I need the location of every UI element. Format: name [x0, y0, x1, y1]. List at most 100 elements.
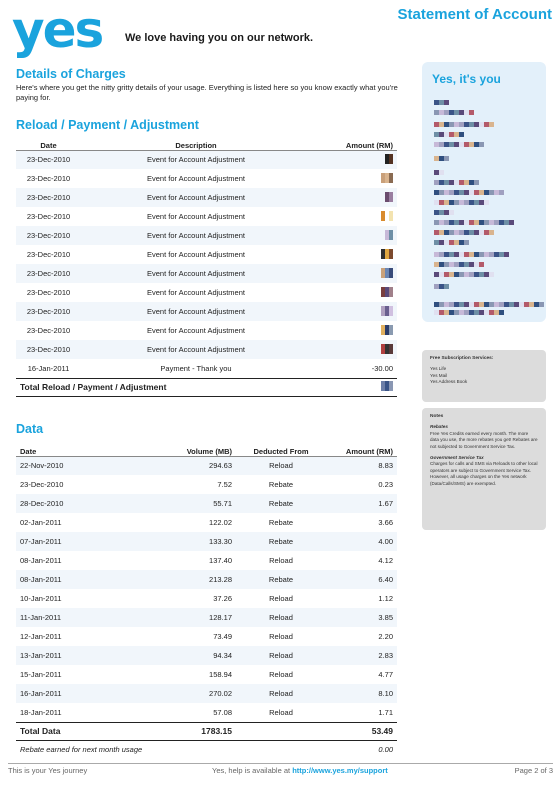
row-amount-redacted	[311, 340, 397, 359]
row-amount-redacted	[311, 169, 397, 188]
table-row: 23-Dec-2010 Event for Account Adjustment	[16, 302, 397, 321]
table-row: 23-Dec-2010 Event for Account Adjustment	[16, 226, 397, 245]
table-row: 23-Dec-2010 Event for Account Adjustment	[16, 150, 397, 169]
row-amount: 1.67	[326, 494, 397, 513]
row-date: 23-Dec-2010	[20, 480, 64, 489]
table-row: 18-Jan-2011 57.08 Reload 1.71	[16, 703, 397, 722]
data-heading: Data	[16, 422, 44, 436]
table-row: 10-Jan-2011 37.26 Reload 1.12	[16, 589, 397, 608]
row-date: 07-Jan-2011	[16, 532, 136, 551]
page-footer: This is your Yes journey Yes, help is av…	[8, 763, 553, 775]
redacted-text-line	[434, 232, 469, 245]
row-date: 08-Jan-2011	[20, 556, 62, 565]
redacted-text-line	[434, 192, 489, 205]
row-date: 23-Dec-2010	[16, 340, 81, 359]
table-row: 15-Jan-2011 158.94 Reload 4.77	[16, 665, 397, 684]
support-link[interactable]: http://www.yes.my/support	[292, 766, 388, 775]
row-date: 15-Jan-2011	[20, 670, 62, 679]
row-amount-redacted	[311, 245, 397, 264]
rebates-title: Rebates	[430, 424, 448, 430]
row-volume: 94.34	[136, 646, 236, 665]
row-date: 23-Dec-2010	[26, 212, 71, 221]
table-row: 28-Dec-2010 55.71 Rebate 1.67	[16, 494, 397, 513]
table-row: 16-Jan-2011 Payment - Thank you -30.00	[16, 359, 397, 378]
row-deducted-from: Reload	[236, 608, 326, 627]
row-description: Payment - Thank you	[160, 363, 232, 373]
col-description: Description	[81, 136, 311, 151]
row-volume: 133.30	[136, 532, 236, 551]
table-row: 12-Jan-2011 73.49 Reload 2.20	[16, 627, 397, 646]
customer-info-panel: Yes, it's you	[422, 62, 546, 322]
document-title: Statement of Account	[397, 6, 552, 23]
row-amount: -30.00	[371, 363, 393, 373]
row-amount: 1.12	[378, 594, 393, 603]
reload-heading: Reload / Payment / Adjustment	[16, 118, 199, 132]
row-date: 23-Dec-2010	[26, 288, 71, 297]
col-date: Date	[16, 436, 136, 457]
row-amount: 8.10	[326, 684, 397, 703]
row-amount: 6.40	[326, 570, 397, 589]
gst-title: Government Service Tax	[430, 455, 484, 461]
table-row: 23-Dec-2010 7.52 Rebate 0.23	[16, 475, 397, 494]
row-description: Event for Account Adjustment	[147, 174, 245, 183]
data-total-amount: 53.49	[326, 721, 397, 741]
row-deducted-from: Reload	[269, 707, 293, 717]
row-date: 23-Dec-2010	[16, 302, 81, 321]
row-date: 23-Dec-2010	[16, 188, 81, 207]
redacted-amount	[381, 343, 393, 356]
subscription-title: Free Subscription Services:	[430, 356, 494, 361]
redacted-amount	[385, 229, 393, 242]
row-volume: 73.49	[213, 632, 232, 641]
row-amount: 3.66	[378, 518, 393, 527]
details-intro: Here's where you get the nitty gritty de…	[16, 83, 398, 102]
col-date: Date	[16, 136, 81, 151]
row-amount: 4.12	[378, 556, 393, 565]
row-date: 23-Dec-2010	[26, 250, 71, 259]
redacted-text-line	[434, 202, 454, 215]
sidebar-title: Yes, it's you	[432, 72, 501, 86]
row-amount-redacted	[311, 207, 397, 226]
row-amount-redacted	[311, 321, 397, 340]
redacted-text-line	[434, 92, 449, 105]
row-volume: 137.40	[209, 556, 232, 565]
redacted-text-line	[434, 222, 494, 235]
reload-total-label: Total Reload / Payment / Adjustment	[16, 377, 311, 397]
row-volume: 57.08	[213, 707, 232, 717]
redacted-amount	[385, 191, 393, 204]
redacted-amount	[381, 210, 393, 223]
redacted-text-line	[434, 114, 494, 127]
redacted-amount	[381, 286, 393, 299]
row-deducted-from: Reload	[269, 556, 293, 565]
row-date: 10-Jan-2011	[20, 594, 62, 603]
table-row: 23-Dec-2010 Event for Account Adjustment	[16, 245, 397, 264]
row-date: 28-Dec-2010	[16, 494, 136, 513]
page-number: Page 2 of 3	[514, 766, 553, 775]
details-heading: Details of Charges	[16, 67, 126, 81]
row-amount: 0.23	[378, 480, 393, 489]
table-row: 16-Jan-2011 270.02 Reload 8.10	[16, 684, 397, 703]
table-row: 22-Nov-2010 294.63 Reload 8.83	[16, 456, 397, 475]
table-row: 23-Dec-2010 Event for Account Adjustment	[16, 169, 397, 188]
col-amount: Amount (RM)	[311, 136, 397, 151]
row-amount: 2.83	[326, 646, 397, 665]
data-total-volume: 1783.15	[136, 721, 236, 741]
redacted-text-line	[434, 148, 449, 161]
row-amount-redacted	[311, 283, 397, 302]
subscription-item: Yes Mail	[430, 372, 448, 378]
rebates-text: Free Yes Credits earned every month. The…	[430, 430, 538, 449]
row-deducted-from: Reload	[236, 646, 326, 665]
row-date: 23-Dec-2010	[16, 150, 81, 169]
row-deducted-from: Reload	[236, 456, 326, 475]
table-row: 07-Jan-2011 133.30 Rebate 4.00	[16, 532, 397, 551]
row-date: 02-Jan-2011	[20, 518, 62, 527]
row-description: Event for Account Adjustment	[81, 264, 311, 283]
subscription-item: Yes Address Book	[430, 379, 468, 385]
row-deducted-from: Rebate	[268, 518, 294, 527]
redacted-text-line	[434, 134, 484, 147]
row-date: 23-Dec-2010	[26, 326, 71, 335]
redacted-amount	[381, 267, 393, 280]
row-amount: 3.85	[326, 608, 397, 627]
row-amount: 8.83	[326, 456, 397, 475]
table-row: 08-Jan-2011 213.28 Rebate 6.40	[16, 570, 397, 589]
row-description: Event for Account Adjustment	[147, 288, 245, 297]
